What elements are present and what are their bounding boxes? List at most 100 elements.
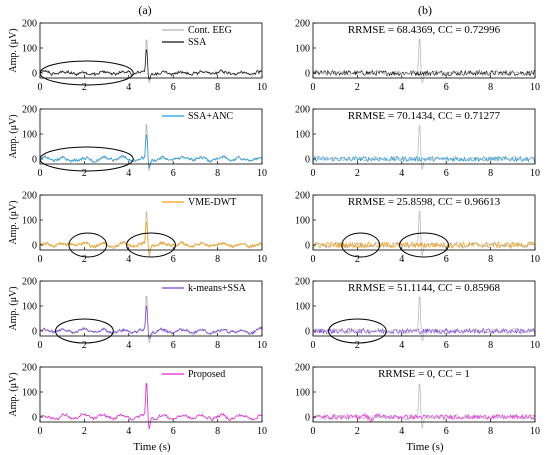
x-tick-label-b1-3: 6	[444, 82, 449, 93]
axes-frame-a2	[39, 108, 263, 165]
x-tick-label-b1-4: 8	[488, 82, 493, 93]
x-tick-label-a5-3: 6	[171, 426, 176, 437]
y-tick-label-a2-1: 100	[22, 130, 37, 141]
y-tick-label-a5-1: 100	[22, 388, 37, 399]
x-tick-label-a1-1: 2	[82, 82, 87, 93]
y-axis-label-a1: Amp. (μV)	[8, 28, 19, 72]
x-tick-label-a2-3: 6	[171, 168, 176, 179]
y-axis-label-a3: Amp. (μV)	[8, 200, 19, 244]
x-tick-label-a2-0: 0	[38, 168, 43, 179]
series-line-a3-1	[40, 222, 263, 254]
x-tick-label-a2-5: 10	[257, 168, 267, 179]
x-axis-label-left: Time (s)	[133, 441, 171, 453]
metrics-title-b4: RRMSE = 51.1144, CC = 0.85968	[348, 282, 500, 294]
y-tick-label-b2-0: 0	[305, 155, 310, 166]
x-tick-label-a3-3: 6	[171, 254, 176, 265]
series-line-a4-1	[39, 305, 263, 339]
axes-frame-b2	[312, 108, 536, 165]
x-tick-label-b3-3: 6	[444, 254, 449, 265]
x-tick-label-b4-0: 0	[311, 340, 316, 351]
annotation-ellipse-b3-0	[341, 232, 381, 258]
y-axis-label-a4: Amp. (μV)	[8, 286, 19, 330]
x-tick-label-a2-2: 4	[126, 168, 131, 179]
legend-label-a1-1: SSA	[188, 37, 207, 48]
y-tick-label-b5-2: 200	[295, 363, 310, 374]
annotation-ellipse-b3-1	[399, 232, 449, 258]
panel-label-b: (b)	[418, 3, 432, 17]
axes-frame-a5	[39, 366, 263, 423]
legend-label-a2-0: SSA+ANC	[188, 111, 233, 122]
chart-panel-a5: 0 100 200 0 2 4 6 8 10 Amp. (μV) Proposed	[8, 363, 267, 438]
x-tick-label-b5-0: 0	[311, 426, 316, 437]
series-line-a5-1	[39, 382, 263, 430]
annotation-ellipse-b4-0	[328, 318, 387, 344]
y-axis-label-a2: Amp. (μV)	[8, 114, 19, 158]
y-tick-label-a4-1: 100	[22, 302, 37, 313]
y-tick-label-b4-0: 0	[305, 327, 310, 338]
metrics-title-b3: RRMSE = 25.8598, CC = 0.96613	[348, 196, 501, 208]
chart-panel-b3: 0 100 200 0 2 4 6 8 10 RRMSE = 25.8598, CC = 0.96…	[295, 191, 540, 266]
y-tick-label-b5-1: 100	[295, 388, 310, 399]
chart-panel-a2: 0 100 200 0 2 4 6 8 10 Amp. (μV) SSA+ANC	[8, 105, 267, 180]
y-tick-label-a4-2: 200	[22, 277, 37, 288]
chart-panel-b2: 0 100 200 0 2 4 6 8 10 RRMSE = 70.1434, CC = 0.71…	[295, 105, 540, 180]
axes-frame-a3	[39, 194, 263, 251]
x-tick-label-a1-2: 4	[126, 82, 131, 93]
x-tick-label-a4-5: 10	[257, 340, 267, 351]
x-tick-label-a5-5: 10	[257, 426, 267, 437]
x-tick-label-a4-2: 4	[126, 340, 131, 351]
y-tick-label-a2-0: 0	[32, 155, 37, 166]
metrics-title-b5: RRMSE = 0, CC = 1	[378, 368, 470, 380]
annotation-ellipse-a1-0	[39, 60, 134, 86]
x-tick-label-a1-0: 0	[38, 82, 43, 93]
y-tick-label-b4-1: 100	[295, 302, 310, 313]
x-tick-label-b4-1: 2	[355, 340, 360, 351]
x-tick-label-b2-0: 0	[311, 168, 316, 179]
y-tick-label-a2-2: 200	[22, 105, 37, 116]
x-tick-label-a2-1: 2	[82, 168, 87, 179]
series-line-b1-1	[312, 38, 536, 84]
x-tick-label-b5-3: 6	[444, 426, 449, 437]
series-line-b5-1	[312, 383, 536, 429]
y-tick-label-a4-0: 0	[32, 327, 37, 338]
x-tick-label-b4-3: 6	[444, 340, 449, 351]
x-tick-label-a5-2: 4	[126, 426, 131, 437]
series-line-b3-1	[312, 210, 536, 256]
chart-panel-b4: 0 100 200 0 2 4 6 8 10 RRMSE = 51.1144, CC = 0.85…	[295, 277, 540, 352]
x-tick-label-b5-5: 10	[530, 426, 540, 437]
series-line-a2-1	[39, 134, 263, 169]
legend-label-a4-0: k-means+SSA	[188, 283, 247, 294]
y-tick-label-a5-0: 0	[32, 413, 37, 424]
x-tick-label-a3-1: 2	[82, 254, 87, 265]
x-tick-label-a1-5: 10	[257, 82, 267, 93]
y-tick-label-b5-0: 0	[305, 413, 310, 424]
x-tick-label-b3-2: 4	[399, 254, 404, 265]
x-axis-label-right: Time (s)	[406, 441, 444, 453]
x-tick-label-b1-0: 0	[311, 82, 316, 93]
annotation-ellipse-a3-0	[68, 232, 108, 258]
axes-frame-a4	[39, 280, 263, 337]
series-line-b2-1	[312, 125, 536, 170]
x-tick-label-b5-1: 2	[355, 426, 360, 437]
x-tick-label-a5-0: 0	[38, 426, 43, 437]
y-tick-label-b1-1: 100	[295, 44, 310, 55]
x-tick-label-b2-2: 4	[399, 168, 404, 179]
x-tick-label-a1-3: 6	[171, 82, 176, 93]
x-tick-label-a3-0: 0	[38, 254, 43, 265]
y-tick-label-b3-0: 0	[305, 241, 310, 252]
axes-frame-a1	[39, 22, 263, 79]
x-tick-label-a3-4: 8	[215, 254, 220, 265]
x-tick-label-b5-2: 4	[399, 426, 404, 437]
series-line-b3-0	[312, 240, 536, 250]
y-tick-label-b3-2: 200	[295, 191, 310, 202]
annotation-ellipse-a2-0	[39, 146, 134, 172]
y-tick-label-a1-0: 0	[32, 69, 37, 80]
chart-panel-a3: 0 100 200 0 2 4 6 8 10 Amp. (μV) VME-DWT	[8, 191, 267, 266]
y-tick-label-a5-2: 200	[22, 363, 37, 374]
y-tick-label-b1-0: 0	[305, 69, 310, 80]
x-tick-label-a1-4: 8	[215, 82, 220, 93]
x-tick-label-a4-3: 6	[171, 340, 176, 351]
chart-panel-a4: 0 100 200 0 2 4 6 8 10 Amp. (μV) k-means+SSA	[8, 277, 267, 352]
x-tick-label-b4-5: 10	[530, 340, 540, 351]
